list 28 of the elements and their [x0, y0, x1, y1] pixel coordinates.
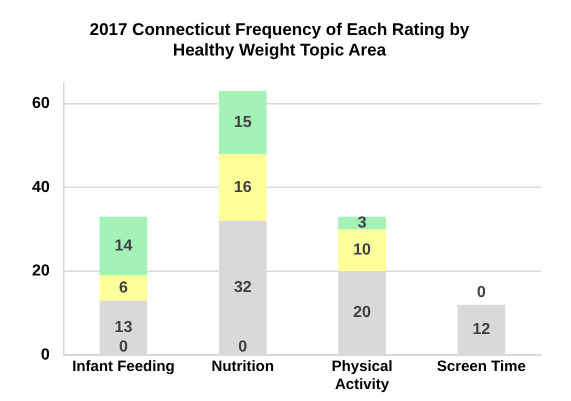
annotation: 0 — [118, 338, 128, 356]
bar — [218, 91, 267, 154]
data-label: 6 — [118, 279, 128, 296]
data-label: 3 — [358, 214, 367, 232]
data-label: 0 — [476, 284, 486, 302]
data-label: 20 — [353, 304, 372, 322]
data-label: 12 — [472, 320, 490, 338]
data-label: 15 — [234, 114, 252, 131]
x-tick-label: Nutrition — [212, 358, 274, 376]
data-label: 32 — [234, 279, 252, 296]
annotation: 0 — [238, 338, 248, 356]
y-tick-label: 60 — [32, 95, 50, 112]
bar — [338, 229, 386, 272]
y-tick-label: 20 — [32, 262, 50, 280]
y-tick-label: 0 — [40, 346, 50, 364]
bar — [100, 275, 148, 301]
bar — [338, 216, 386, 230]
x-tick-label: Infant Feeding — [72, 358, 175, 376]
data-label: 10 — [353, 242, 372, 259]
x-tick-label: Physical Activity — [332, 358, 392, 394]
bar — [100, 216, 148, 276]
data-label: 14 — [114, 238, 132, 255]
bar — [218, 154, 267, 221]
data-label: 16 — [234, 178, 252, 196]
data-label: 13 — [114, 318, 132, 336]
x-tick-label: Screen Time — [436, 358, 526, 376]
y-tick-label: 40 — [32, 178, 50, 196]
chart-title: 2017 Connecticut Frequency of Each Rating by Healthy Weight Topic Area — [90, 20, 470, 60]
